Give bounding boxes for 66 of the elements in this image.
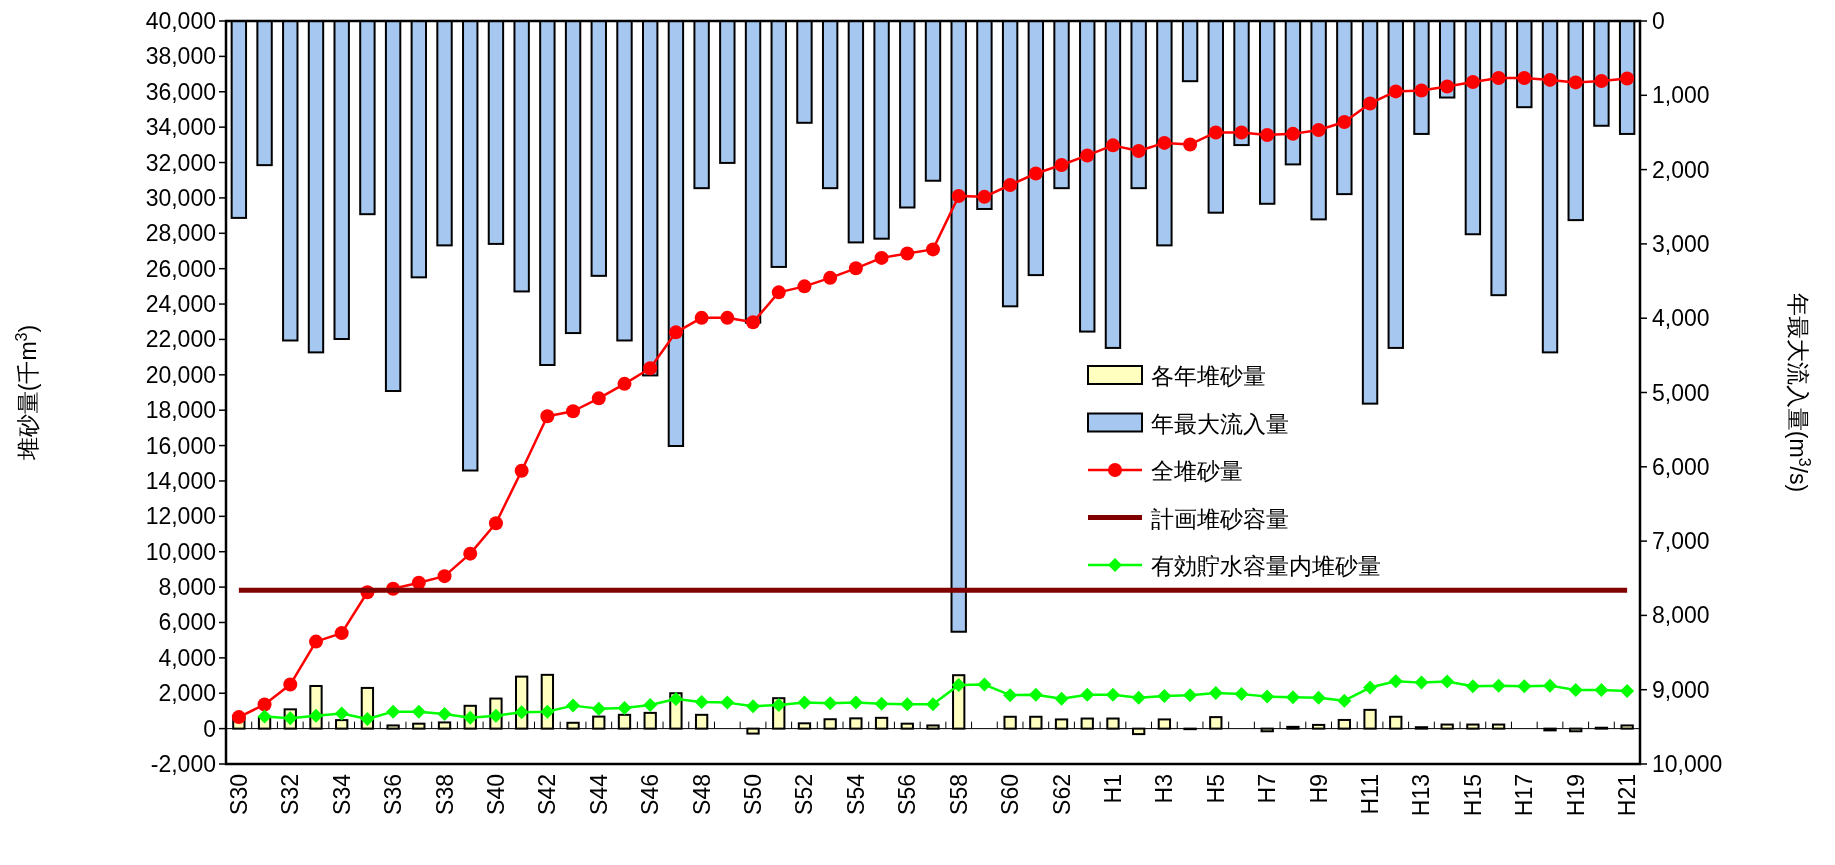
y-tick-label: 8,000 [158, 574, 216, 601]
legend-label: 年最大流入量 [1151, 410, 1289, 437]
y-tick-label: 32,000 [145, 149, 216, 176]
y-tick-label: 38,000 [145, 43, 216, 70]
y2-tick-label: 10,000 [1652, 751, 1723, 777]
x-tick-label: S46 [637, 774, 664, 815]
x-tick-label: S50 [740, 774, 767, 815]
y-tick-label: 34,000 [145, 114, 216, 141]
x-tick-label: S30 [225, 774, 252, 815]
legend-label: 計画堆砂容量 [1151, 505, 1289, 532]
x-tick-label: S54 [842, 773, 869, 815]
y2-tick-label: 4,000 [1652, 305, 1710, 332]
y-tick-label: 10,000 [145, 538, 216, 565]
y-tick-label: 16,000 [145, 432, 216, 459]
x-tick-label: S32 [277, 774, 304, 815]
y-tick-label: 6,000 [158, 609, 216, 636]
y2-tick-label: 0 [1652, 8, 1665, 34]
y-tick-label: 12,000 [145, 503, 216, 530]
x-tick-label: S36 [380, 774, 407, 815]
x-tick-label: H21 [1614, 774, 1641, 817]
y2-tick-label: 3,000 [1652, 230, 1710, 257]
legend-label: 全堆砂量 [1151, 458, 1243, 484]
x-tick-label: S56 [894, 774, 921, 815]
legend-label: 各年堆砂量 [1151, 363, 1266, 389]
y-tick-label: 30,000 [145, 184, 216, 211]
y-tick-label: 28,000 [145, 220, 216, 247]
x-tick-label: H19 [1562, 774, 1589, 817]
y-tick-label: -2,000 [150, 751, 216, 777]
y2-tick-label: 6,000 [1652, 453, 1710, 480]
x-tick-label: H13 [1408, 774, 1435, 817]
y2-tick-label: 2,000 [1652, 156, 1710, 183]
x-tick-label: H5 [1202, 774, 1229, 804]
x-tick-label: H7 [1254, 774, 1281, 804]
y-tick-label: 26,000 [145, 255, 216, 282]
x-tick-label: H11 [1357, 774, 1384, 815]
y-tick-label: 14,000 [145, 467, 216, 494]
x-tick-label: S48 [688, 774, 715, 815]
y-tick-label: 0 [203, 715, 216, 742]
x-tick-label: S42 [534, 774, 561, 815]
legend-label: 有効貯水容量内堆砂量 [1151, 553, 1381, 579]
x-tick-label: H9 [1305, 774, 1332, 804]
x-tick-label: S52 [791, 774, 818, 815]
y2-tick-label: 7,000 [1652, 528, 1710, 555]
y-tick-label: 40,000 [145, 8, 216, 34]
x-tick-label: S34 [328, 773, 355, 815]
y-tick-label: 18,000 [145, 397, 216, 424]
x-tick-label: S60 [997, 774, 1024, 815]
y2-tick-label: 9,000 [1652, 676, 1710, 703]
x-tick-label: H3 [1151, 774, 1178, 804]
y2-tick-label: 5,000 [1652, 379, 1710, 406]
y2-tick-label: 1,000 [1652, 82, 1710, 109]
y-tick-label: 4,000 [158, 644, 216, 671]
x-tick-label: S44 [585, 773, 612, 815]
x-tick-label: S40 [482, 774, 509, 815]
y-tick-label: 22,000 [145, 326, 216, 353]
x-tick-label: S62 [1048, 774, 1075, 815]
x-tick-label: H15 [1459, 774, 1486, 817]
x-tick-label: S38 [431, 774, 458, 815]
x-tick-label: H17 [1511, 774, 1538, 817]
y-tick-label: 2,000 [158, 680, 216, 707]
x-tick-label: H1 [1099, 774, 1126, 804]
y-tick-label: 20,000 [145, 361, 216, 388]
x-tick-label: S58 [945, 774, 972, 815]
y-tick-label: 36,000 [145, 78, 216, 105]
y-tick-label: 24,000 [145, 291, 216, 318]
y2-tick-label: 8,000 [1652, 602, 1710, 629]
